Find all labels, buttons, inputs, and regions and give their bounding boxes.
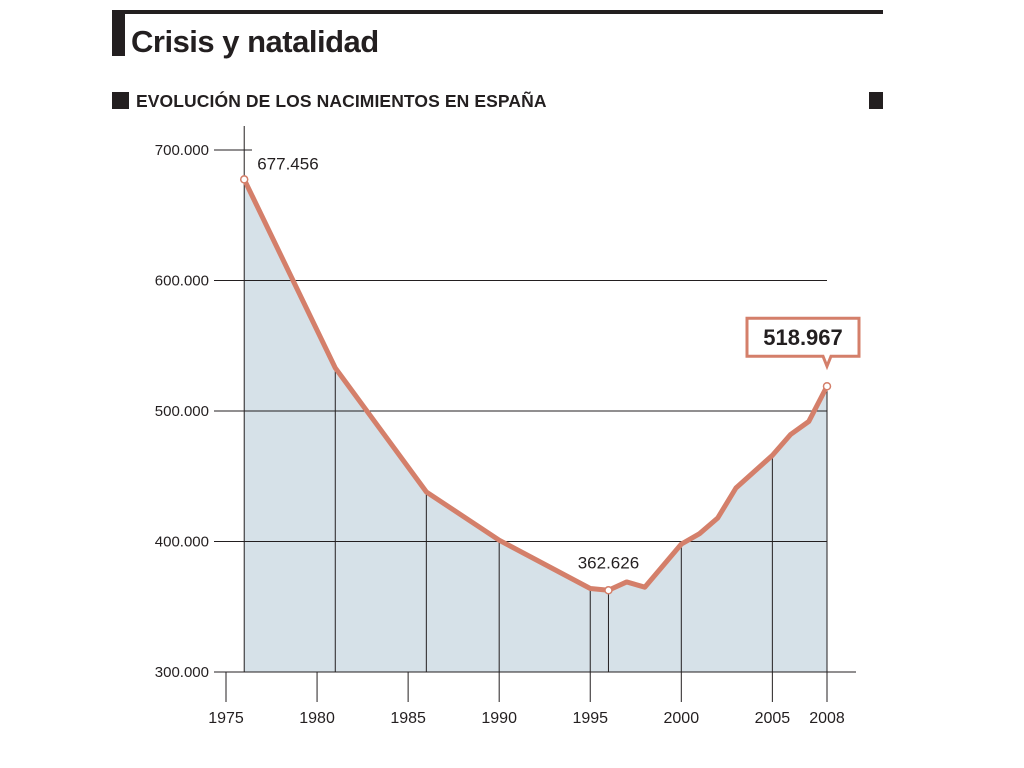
annotation-label: 518.967	[763, 325, 843, 350]
y-tick-label: 300.000	[155, 664, 209, 681]
x-tick-label: 1990	[481, 710, 517, 727]
y-tick-label: 400.000	[155, 534, 209, 551]
y-tick-label: 700.000	[155, 142, 209, 159]
value-callout-box	[745, 316, 861, 371]
chart-headline: Crisis y natalidad	[131, 24, 379, 59]
annotation-marker	[604, 586, 613, 595]
y-tick-label: 500.000	[155, 403, 209, 420]
annotation-marker	[822, 381, 832, 391]
x-tick-label: 2008	[809, 710, 845, 727]
annotation-label: 677.456	[257, 154, 318, 173]
x-tick-label: 1995	[572, 710, 608, 727]
annotation-label: 362.626	[578, 553, 639, 572]
x-tick-label: 1980	[299, 710, 335, 727]
top-rule	[112, 10, 883, 14]
annotation-marker	[239, 175, 249, 184]
title-accent-bar	[112, 14, 125, 56]
x-tick-label: 2000	[664, 710, 700, 727]
subtitle-marker-left	[112, 92, 129, 109]
area-fill	[244, 179, 827, 672]
y-tick-label: 600.000	[155, 273, 209, 290]
series-line	[241, 176, 830, 593]
x-tick-label: 1975	[208, 710, 244, 727]
x-tick-label: 1985	[390, 710, 426, 727]
subtitle-marker-right	[869, 92, 883, 109]
x-tick-label: 2005	[755, 710, 791, 727]
chart-subtitle: EVOLUCIÓN DE LOS NACIMIENTOS EN ESPAÑA	[136, 91, 547, 111]
